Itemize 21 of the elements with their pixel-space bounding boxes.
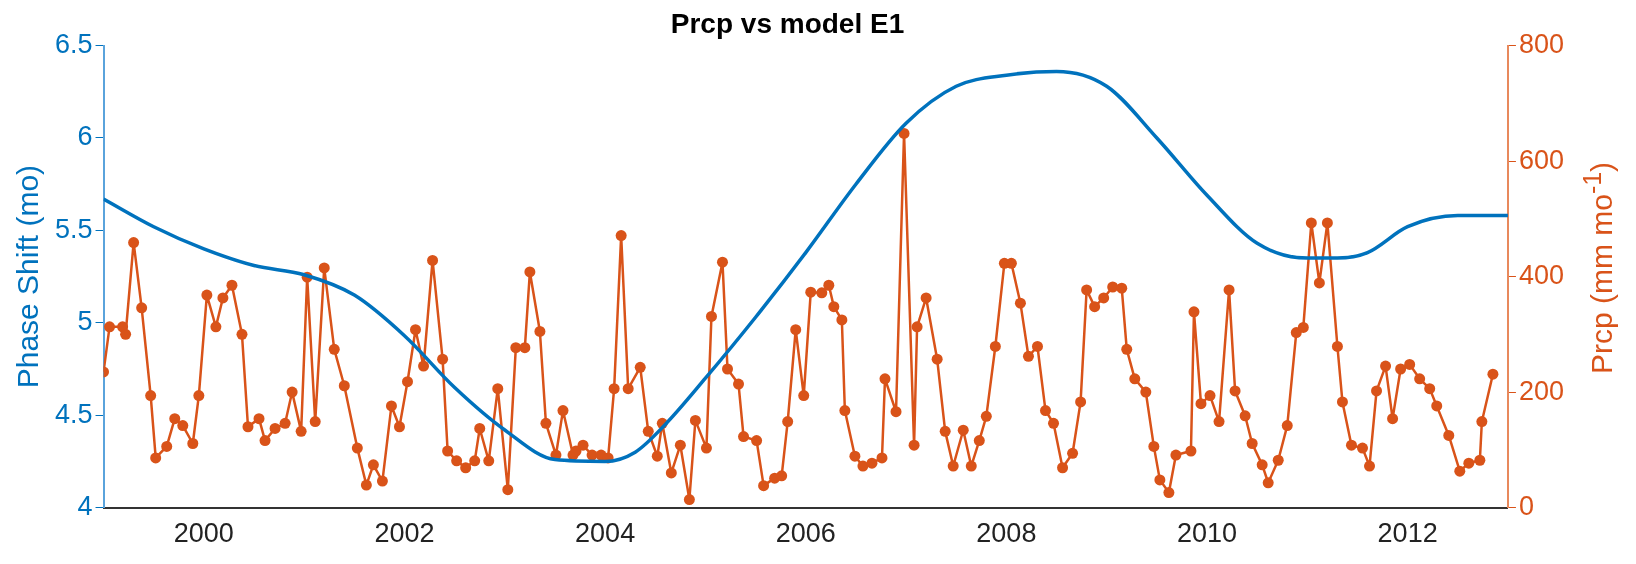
line-series	[103, 69, 1508, 464]
y2-tick-label: 800	[1518, 29, 1565, 60]
x-tick-label: 2012	[1377, 518, 1438, 549]
x-tick-label: 2000	[173, 518, 234, 549]
y-tick-label: 6	[77, 121, 93, 152]
y2-tick-label: 0	[1518, 491, 1534, 522]
y-tick-label: 5	[77, 306, 93, 337]
y-tick-label: 4	[77, 491, 93, 522]
y-axis-title: Phase Shift (mo)	[11, 164, 45, 389]
y2-tick-label: 400	[1518, 260, 1565, 291]
x-tick-label: 2002	[374, 518, 435, 549]
chart-title: Prcp vs model E1	[670, 7, 905, 39]
y2-tick-label: 200	[1518, 375, 1565, 406]
y2-tick-label: 600	[1518, 144, 1565, 175]
y-tick-label: 5.5	[54, 213, 93, 244]
x-tick-label: 2006	[775, 518, 836, 549]
x-tick-label: 2008	[976, 518, 1037, 549]
x-tick-label: 2010	[1176, 518, 1238, 549]
y-tick-label: 6.5	[54, 29, 93, 60]
y-tick-label: 4.5	[54, 398, 93, 429]
x-tick-label: 2004	[575, 518, 636, 549]
